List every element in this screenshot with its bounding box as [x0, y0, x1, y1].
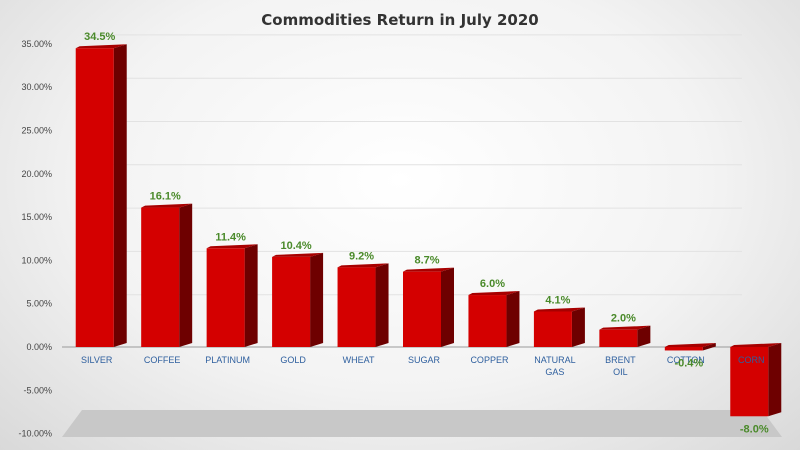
category-label: COFFEE — [144, 355, 181, 365]
data-label: 16.1% — [150, 191, 181, 203]
y-tick-label: 30.00% — [21, 82, 52, 92]
bar-side-face — [571, 307, 585, 347]
data-labels: 34.5% 16.1% 11.4% 10.4% 9.2% 8.7% 6.0% 4.1% 2.0%… — [84, 31, 769, 435]
bar-top-face — [403, 267, 454, 272]
bar-cotton — [664, 343, 716, 351]
data-label: 11.4% — [215, 231, 246, 243]
bar-silver — [75, 44, 127, 347]
data-label: 34.5% — [84, 31, 115, 43]
category-labels: SILVER COFFEE PLATINUM GOLD WHEAT SUGAR COPPER… — [81, 355, 764, 377]
bar-front-face — [75, 48, 114, 347]
data-label: 2.0% — [611, 313, 636, 325]
data-label: -0.4% — [674, 357, 703, 369]
bar-top-face — [468, 291, 520, 296]
bar-top-face — [533, 307, 585, 312]
bar-wheat — [337, 263, 389, 347]
bar-coffee — [141, 203, 193, 347]
bar-side-face — [113, 44, 127, 347]
bar-front-face — [206, 248, 245, 347]
y-tick-label: 0.00% — [26, 342, 52, 352]
category-label: WHEAT — [343, 355, 375, 365]
y-tick-label: 5.00% — [26, 299, 52, 309]
floor-plane — [62, 410, 782, 437]
category-label: COTTON — [667, 355, 705, 365]
bar-side-face — [637, 325, 651, 347]
bar-side-face — [310, 252, 324, 347]
bar-gold — [272, 252, 324, 347]
data-label: 10.4% — [280, 240, 311, 252]
data-label: 4.1% — [545, 294, 570, 306]
category-label: SILVER — [81, 355, 113, 365]
bar-sugar — [403, 267, 454, 347]
bar-front-face — [141, 207, 180, 347]
bar-top-face — [75, 44, 127, 49]
bar-top-face — [664, 343, 716, 347]
bar-side-face — [375, 263, 389, 347]
category-label: NATURAL GAS — [534, 355, 575, 377]
bar-side-face — [179, 203, 193, 347]
bar-front-face — [664, 347, 703, 351]
bar-top-face — [599, 325, 651, 330]
y-tick-label: 10.00% — [21, 255, 52, 265]
bar-top-face — [206, 244, 258, 249]
y-tick-label: 25.00% — [21, 126, 52, 136]
bar-platinum — [206, 244, 258, 347]
category-label: SUGAR — [408, 355, 441, 365]
category-label: GOLD — [280, 355, 306, 365]
bar-front-face — [403, 271, 441, 347]
category-label: CORN — [738, 355, 765, 365]
bar-front-face — [599, 329, 638, 347]
bar-natural-gas — [533, 307, 585, 347]
y-tick-label: 20.00% — [21, 169, 52, 179]
data-label: -8.0% — [740, 423, 769, 435]
y-tick-label: -5.00% — [23, 385, 52, 395]
category-label: BRENT OIL — [605, 355, 636, 377]
bar-front-face — [533, 311, 572, 347]
data-label: 8.7% — [414, 255, 439, 267]
bar-front-face — [272, 256, 311, 347]
bar-brent-oil — [599, 325, 651, 347]
bar-top-face — [730, 343, 782, 347]
y-tick-label: 15.00% — [21, 212, 52, 222]
data-label: 6.0% — [480, 278, 505, 290]
y-tick-label: -10.00% — [18, 429, 52, 439]
bars — [75, 44, 782, 417]
y-axis: 35.00% 30.00% 25.00% 20.00% 15.00% 10.00% 5.00… — [18, 39, 762, 439]
bar-side-face — [244, 244, 258, 347]
bar-front-face — [337, 267, 376, 347]
bar-side-face — [506, 291, 520, 347]
bar-side-face — [768, 343, 782, 417]
category-label: PLATINUM — [205, 355, 250, 365]
category-label: COPPER — [470, 355, 509, 365]
chart-title: Commodities Return in July 2020 — [261, 11, 538, 29]
bar-front-face — [730, 347, 769, 417]
bar-top-face — [272, 252, 324, 257]
bar-top-face — [337, 263, 389, 268]
bar-copper — [468, 291, 520, 347]
bar-side-face — [702, 343, 716, 351]
bar-top-face — [141, 203, 193, 208]
bar-front-face — [468, 295, 507, 347]
data-label: 9.2% — [349, 250, 374, 262]
bar-side-face — [441, 267, 454, 347]
bar-corn — [730, 343, 782, 417]
y-tick-label: 35.00% — [21, 39, 52, 49]
